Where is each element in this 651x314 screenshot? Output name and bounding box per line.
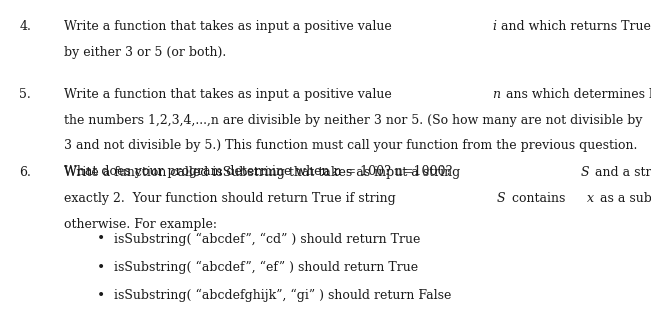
Text: •: •	[97, 289, 105, 303]
Text: 4.: 4.	[20, 20, 31, 33]
Text: n: n	[492, 88, 500, 101]
Text: S: S	[580, 166, 589, 179]
Text: otherwise. For example:: otherwise. For example:	[64, 218, 217, 231]
Text: i: i	[492, 20, 496, 33]
Text: and which returns True if: and which returns True if	[497, 20, 651, 33]
Text: S: S	[497, 192, 506, 205]
Text: contains: contains	[508, 192, 570, 205]
Text: x: x	[587, 192, 594, 205]
Text: Write a function called isSubstring that takes as input a string: Write a function called isSubstring that…	[64, 166, 464, 179]
Text: isSubstring( “abcdefghijk”, “gi” ) should return False: isSubstring( “abcdefghijk”, “gi” ) shoul…	[114, 289, 451, 302]
Text: isSubstring( “abcdef”, “ef” ) should return True: isSubstring( “abcdef”, “ef” ) should ret…	[114, 261, 418, 274]
Text: the numbers 1,2,3,4,...,n are divisible by neither 3 nor 5. (So how many are not: the numbers 1,2,3,4,...,n are divisible …	[64, 114, 643, 127]
Text: as a substring, and False: as a substring, and False	[596, 192, 651, 205]
Text: 6.: 6.	[20, 166, 31, 179]
Text: •: •	[97, 261, 105, 275]
Text: Write a function that takes as input a positive value: Write a function that takes as input a p…	[64, 88, 396, 101]
Text: ans which determines how many of: ans which determines how many of	[502, 88, 651, 101]
Text: What does your program determine when n = 100? n=1000?: What does your program determine when n …	[64, 165, 452, 178]
Text: and a string: and a string	[591, 166, 651, 179]
Text: •: •	[97, 232, 105, 246]
Text: 3 and not divisible by 5.) This function must call your function from the previo: 3 and not divisible by 5.) This function…	[64, 139, 637, 152]
Text: by either 3 or 5 (or both).: by either 3 or 5 (or both).	[64, 46, 226, 59]
Text: 5.: 5.	[20, 88, 31, 101]
Text: Write a function that takes as input a positive value: Write a function that takes as input a p…	[64, 20, 396, 33]
Text: isSubstring( “abcdef”, “cd” ) should return True: isSubstring( “abcdef”, “cd” ) should ret…	[114, 232, 421, 246]
Text: exactly 2.  Your function should return True if string: exactly 2. Your function should return T…	[64, 192, 400, 205]
